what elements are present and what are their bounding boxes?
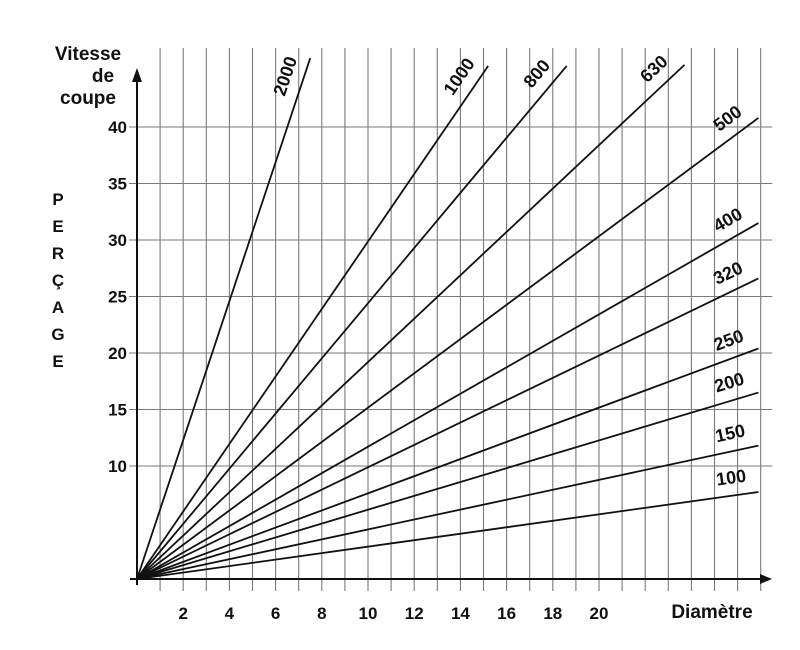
side-label-letter: R bbox=[52, 244, 64, 263]
x-tick-labels: 2 4 6 8 10 12 14 16 18 20 bbox=[178, 604, 608, 623]
speed-line-2000 bbox=[136, 57, 312, 580]
y-tick-labels: 10 15 20 25 30 35 40 bbox=[108, 118, 127, 476]
side-label-letter: P bbox=[52, 190, 63, 209]
series-label-2000: 2000 bbox=[269, 54, 301, 98]
x-tick-label: 8 bbox=[317, 604, 326, 623]
vertical-gridlines bbox=[159, 48, 762, 591]
series-label-1000: 1000 bbox=[440, 54, 479, 98]
y-tick-label: 30 bbox=[108, 231, 127, 250]
speed-line-250 bbox=[136, 347, 759, 580]
series-label-400: 400 bbox=[710, 204, 746, 236]
speed-line-630 bbox=[136, 64, 686, 580]
y-tick-label: 40 bbox=[108, 118, 127, 137]
horizontal-gridlines bbox=[129, 126, 773, 467]
y-tick-label: 25 bbox=[108, 288, 127, 307]
series-label-250: 250 bbox=[711, 326, 746, 355]
speed-line-100 bbox=[136, 491, 759, 580]
speed-line-400 bbox=[136, 222, 759, 580]
x-axis-title: Diamètre bbox=[671, 602, 752, 623]
y-axis-arrow bbox=[132, 68, 142, 82]
side-label-letter: A bbox=[52, 298, 64, 317]
speed-line-800 bbox=[136, 65, 568, 580]
y-axis-title-line-2: de bbox=[92, 66, 114, 87]
y-tick-label: 10 bbox=[108, 457, 127, 476]
side-label-letter: G bbox=[51, 325, 64, 344]
speed-line-500 bbox=[136, 117, 759, 580]
x-tick-label: 4 bbox=[225, 604, 235, 623]
side-label-letter: E bbox=[52, 217, 63, 236]
x-tick-label: 18 bbox=[543, 604, 562, 623]
speed-lines bbox=[136, 57, 759, 580]
x-axis-arrow bbox=[760, 574, 772, 584]
speed-line-150 bbox=[136, 444, 759, 580]
series-label-320: 320 bbox=[710, 258, 746, 289]
y-tick-label: 20 bbox=[108, 344, 127, 363]
y-tick-label: 15 bbox=[108, 401, 127, 420]
speed-line-320 bbox=[136, 277, 759, 580]
series-label-150: 150 bbox=[713, 420, 747, 446]
side-label-letter: Ç bbox=[52, 271, 64, 290]
series-label-100: 100 bbox=[715, 466, 748, 490]
y-axis-title-line-3: coupe bbox=[60, 88, 116, 109]
x-tick-label: 10 bbox=[359, 604, 378, 623]
y-tick-label: 35 bbox=[108, 175, 127, 194]
x-tick-label: 2 bbox=[178, 604, 187, 623]
axes bbox=[130, 68, 772, 585]
x-tick-label: 12 bbox=[405, 604, 424, 623]
series-label-200: 200 bbox=[712, 369, 747, 397]
side-label-letter: E bbox=[52, 352, 63, 371]
x-tick-label: 16 bbox=[497, 604, 516, 623]
y-axis-title-line-1: Vitesse bbox=[55, 44, 121, 65]
x-tick-label: 14 bbox=[451, 604, 470, 623]
x-tick-label: 20 bbox=[590, 604, 609, 623]
x-tick-label: 6 bbox=[271, 604, 280, 623]
speed-line-1000 bbox=[136, 65, 489, 580]
speed-line-200 bbox=[136, 391, 759, 580]
